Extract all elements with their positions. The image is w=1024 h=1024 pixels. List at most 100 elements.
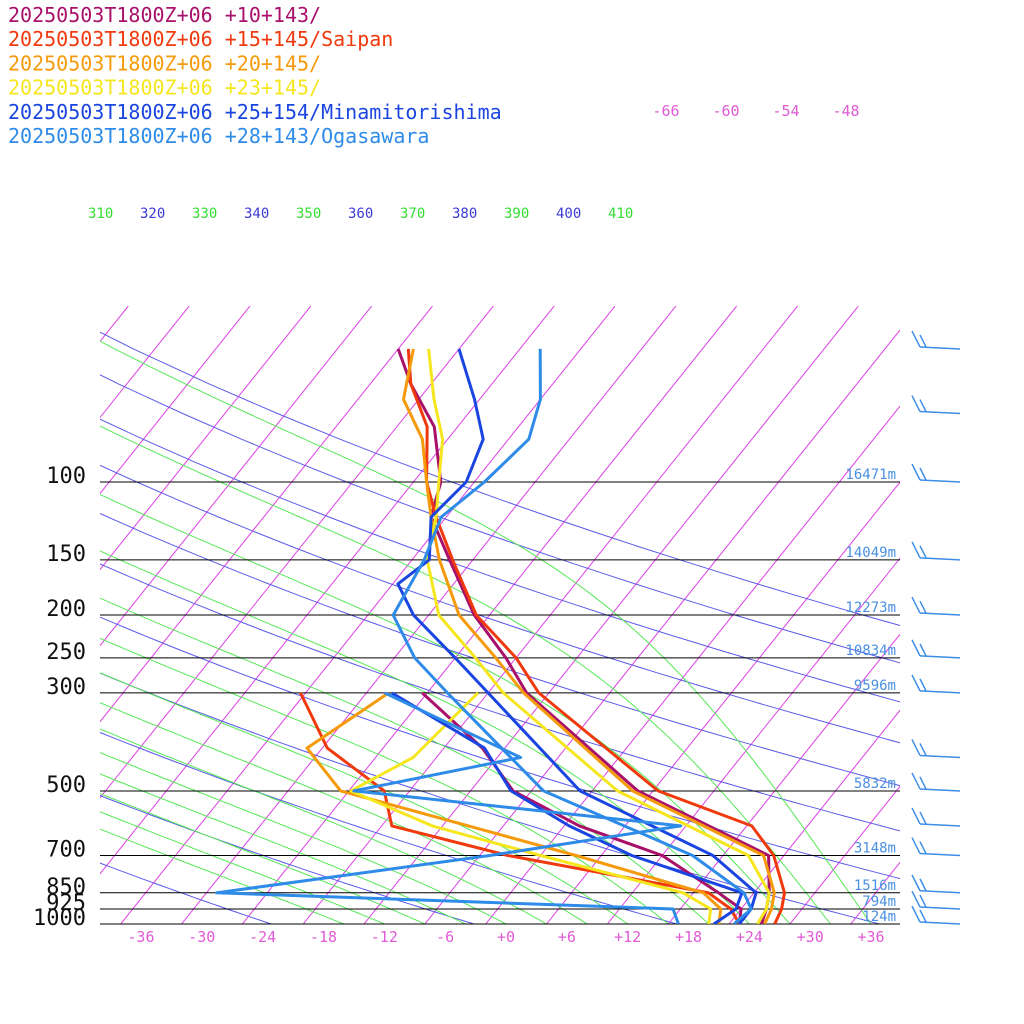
- wind-barb-staff: [919, 823, 961, 827]
- theta-label: 310: [88, 206, 113, 222]
- wind-barb-flag: [919, 841, 927, 854]
- pressure-label: 700: [46, 838, 86, 863]
- wind-barb-staff: [919, 479, 961, 483]
- wind-barb: [911, 874, 961, 894]
- legend: 20250503T1800Z+06 +10+143/20250503T1800Z…: [8, 3, 502, 148]
- wind-barb-flag: [919, 894, 927, 908]
- height-label: 14049m: [845, 545, 896, 561]
- wind-barb: [911, 395, 961, 415]
- theta-label: 380: [452, 206, 477, 222]
- wind-barb-flag: [911, 739, 921, 756]
- upper-tick-label: -66: [652, 102, 679, 120]
- height-label: 5832m: [854, 776, 896, 792]
- upper-tick-label: -60: [712, 102, 739, 120]
- x-tick-label: -18: [310, 928, 337, 946]
- isotherm-line: [100, 305, 190, 419]
- temperature-profile-2: [402, 348, 776, 924]
- wind-barb-flag: [911, 395, 921, 412]
- wind-barb-staff: [919, 612, 961, 616]
- legend-entry: 20250503T1800Z+06 +20+145/: [8, 51, 321, 75]
- x-tick-label: +0: [497, 928, 515, 946]
- wind-barb-flag: [911, 674, 921, 692]
- wind-barb-flag: [911, 837, 921, 854]
- wind-barb: [911, 890, 961, 910]
- wind-barb: [911, 739, 961, 759]
- dewpoint-profile-4: [391, 691, 744, 924]
- theta-label: 340: [244, 206, 269, 222]
- temperature-profile-0: [396, 348, 771, 924]
- sounding-profiles: [215, 348, 786, 924]
- wind-barb: [911, 674, 961, 694]
- wind-barb: [911, 541, 961, 561]
- wind-barb-flag: [911, 541, 921, 559]
- height-label: 3148m: [854, 841, 896, 857]
- pressure-label: 925: [46, 891, 86, 916]
- wind-barbs: [911, 330, 961, 925]
- x-tick-label: +30: [797, 928, 824, 946]
- wind-barb-flag: [919, 743, 927, 756]
- wind-barb-staff: [919, 906, 961, 910]
- legend-entry: 20250503T1800Z+06 +15+145/Saipan: [8, 27, 393, 51]
- wind-barb-flag: [919, 811, 927, 825]
- wind-barb-flag: [919, 678, 927, 692]
- theta-label: 410: [608, 206, 633, 222]
- wind-barb-flag: [919, 334, 927, 348]
- x-tick-label: +18: [675, 928, 702, 946]
- wind-barb-flag: [911, 596, 921, 614]
- moist-adiabat-line: [100, 672, 628, 924]
- wind-barb: [911, 837, 961, 857]
- dewpoint-profile-1: [299, 692, 741, 924]
- pressure-label: 200: [46, 597, 86, 622]
- wind-barb: [911, 596, 961, 616]
- pressure-label: 300: [46, 675, 86, 700]
- legend-entry: 20250503T1800Z+06 +23+145/: [8, 76, 321, 100]
- isotherm-line: [912, 306, 1024, 924]
- dry-adiabat-line: [100, 862, 272, 924]
- wind-barb-flag: [919, 878, 927, 892]
- isotherm-line: [667, 633, 900, 924]
- wind-barb-flag: [919, 467, 927, 481]
- x-tick-label: -6: [436, 928, 454, 946]
- isotherm-line: [728, 709, 900, 924]
- wind-barb-staff: [919, 788, 961, 792]
- x-tick-label: -24: [249, 928, 276, 946]
- dry-adiabat-line: [100, 616, 900, 880]
- pressure-label: 250: [46, 640, 86, 665]
- wind-barb-flag: [919, 600, 927, 614]
- theta-label: 320: [140, 206, 165, 222]
- theta-label: 400: [556, 206, 581, 222]
- height-label: 10834m: [845, 643, 896, 659]
- temperature-profile-5: [391, 348, 753, 924]
- wind-barb-flag: [919, 545, 927, 559]
- moist-adiabat-line: [100, 597, 710, 924]
- dewpoint-profile-5: [215, 691, 683, 924]
- moist-adiabat-line: [100, 811, 385, 924]
- wind-barb-flag: [919, 643, 927, 657]
- x-tick-label: -30: [188, 928, 215, 946]
- temperature-profile-1: [406, 348, 786, 924]
- wind-barb-staff: [919, 346, 961, 350]
- isotherm-line: [789, 785, 900, 924]
- wind-barb-flag: [919, 399, 927, 412]
- pressure-label: 150: [46, 542, 86, 567]
- wind-barb-staff: [919, 852, 961, 857]
- temperature-profile-3: [425, 348, 771, 924]
- x-tick-label: -36: [127, 928, 154, 946]
- theta-label: 330: [192, 206, 217, 222]
- wind-barb-flag: [911, 905, 921, 923]
- legend-entry: 20250503T1800Z+06 +10+143/: [8, 3, 321, 27]
- wind-barb-flag: [911, 890, 921, 908]
- dewpoint-profile-3: [349, 691, 713, 924]
- wind-barb-staff: [919, 410, 961, 415]
- wind-barb-staff: [919, 754, 961, 759]
- moist-adiabat-line: [100, 773, 466, 924]
- temperature-profile-4: [396, 348, 758, 924]
- pressure-label: 1000: [33, 906, 86, 931]
- height-label: 12273m: [845, 600, 896, 616]
- pressure-label: 100: [46, 464, 86, 489]
- x-tick-label: -12: [371, 928, 398, 946]
- height-label: 16471m: [845, 467, 896, 483]
- x-tick-label: +12: [614, 928, 641, 946]
- legend-entry: 20250503T1800Z+06 +25+154/Minamitorishim…: [8, 100, 502, 124]
